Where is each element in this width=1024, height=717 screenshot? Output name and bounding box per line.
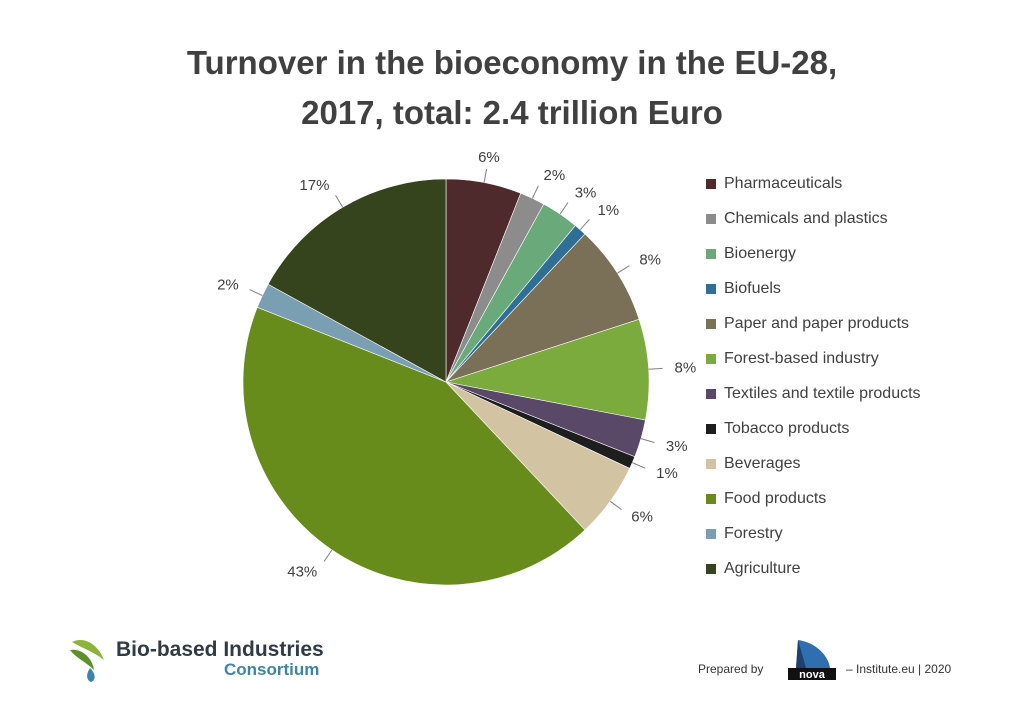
logo-line2: Consortium — [224, 660, 320, 679]
data-label-2: 2% — [544, 167, 566, 184]
data-label-4: 1% — [597, 202, 619, 219]
legend-label: Agriculture — [724, 559, 801, 577]
legend-label: Food products — [724, 489, 827, 507]
leader-line-4 — [579, 218, 590, 231]
legend-swatch — [706, 528, 716, 539]
leader-line-5 — [617, 265, 630, 274]
legend-swatch — [706, 283, 716, 294]
legend-swatch — [706, 248, 716, 259]
legend-swatch — [706, 213, 716, 224]
data-label-3: 3% — [575, 185, 597, 202]
legend-swatch — [706, 388, 716, 399]
legend-item-5: Paper and paper products — [706, 306, 921, 341]
leader-line-9 — [609, 500, 622, 510]
legend-item-2: Chemicals and plastics — [706, 201, 921, 236]
legend-label: Forest-based industry — [724, 349, 879, 367]
legend-item-9: Beverages — [706, 446, 921, 481]
legend-label: Pharmaceuticals — [724, 174, 843, 192]
legend-item-7: Textiles and textile products — [706, 376, 921, 411]
legend-item-11: Forestry — [706, 516, 921, 551]
leader-line-7 — [640, 438, 655, 444]
nova-sail-icon: nova — [788, 640, 836, 681]
pie-slice-6 — [445, 318, 650, 421]
legend-label: Beverages — [724, 454, 801, 472]
leaf-drop-icon — [70, 640, 104, 682]
leader-line-11 — [249, 289, 263, 297]
logo-line1: Bio-based Industries — [116, 638, 324, 661]
chart-title: Turnover in the bioeconomy in the EU-28,… — [0, 38, 1024, 138]
leader-line-1 — [483, 168, 488, 183]
legend-swatch — [706, 563, 716, 574]
legend-item-10: Food products — [706, 481, 921, 516]
legend-swatch — [706, 493, 716, 504]
legend-label: Paper and paper products — [724, 314, 910, 332]
data-label-6: 8% — [675, 360, 697, 377]
legend-label: Biofuels — [724, 279, 781, 297]
bbi-logo: Bio-based Industries Consortium — [64, 630, 344, 686]
pie-slice-12 — [267, 178, 447, 383]
legend-label: Chemicals and plastics — [724, 209, 888, 227]
data-label-9: 6% — [631, 509, 653, 526]
leader-line-2 — [531, 185, 539, 199]
data-label-5: 8% — [639, 251, 661, 268]
leader-line-8 — [632, 462, 646, 469]
legend-label: Forestry — [724, 524, 783, 542]
legend-item-4: Biofuels — [706, 271, 921, 306]
data-label-8: 1% — [656, 465, 678, 482]
legend-label: Textiles and textile products — [724, 384, 921, 402]
prepared-by-text: Prepared by — [698, 662, 764, 676]
leader-line-3 — [559, 202, 569, 215]
legend-label: Tobacco products — [724, 419, 850, 437]
data-label-11: 2% — [217, 276, 239, 293]
data-label-7: 3% — [666, 438, 688, 455]
legend-swatch — [706, 318, 716, 329]
chart-title-line1: Turnover in the bioeconomy in the EU-28, — [186, 44, 838, 81]
legend-item-1: Pharmaceuticals — [706, 166, 921, 201]
pie-slice-5 — [445, 233, 640, 383]
legend-item-6: Forest-based industry — [706, 341, 921, 376]
legend-item-8: Tobacco products — [706, 411, 921, 446]
legend-swatch — [706, 458, 716, 469]
legend-swatch — [706, 353, 716, 364]
leader-line-12 — [335, 194, 344, 208]
legend-item-12: Agriculture — [706, 551, 921, 586]
data-label-10: 43% — [287, 563, 317, 580]
data-label-1: 6% — [478, 149, 500, 166]
legend-label: Bioenergy — [724, 244, 797, 262]
legend-swatch — [706, 178, 716, 189]
nova-text: nova — [799, 669, 826, 681]
chart-title-line2: 2017, total: 2.4 trillion Euro — [301, 94, 723, 131]
institute-text: – Institute.eu | 2020 — [846, 662, 952, 676]
data-label-12: 17% — [299, 177, 329, 194]
chart-legend: Pharmaceuticals Chemicals and plastics Bio… — [706, 166, 921, 586]
pie-slice-10 — [242, 306, 586, 586]
leader-line-6 — [648, 367, 663, 370]
leader-line-10 — [323, 549, 333, 562]
legend-item-3: Bioenergy — [706, 236, 921, 271]
legend-swatch — [706, 423, 716, 434]
